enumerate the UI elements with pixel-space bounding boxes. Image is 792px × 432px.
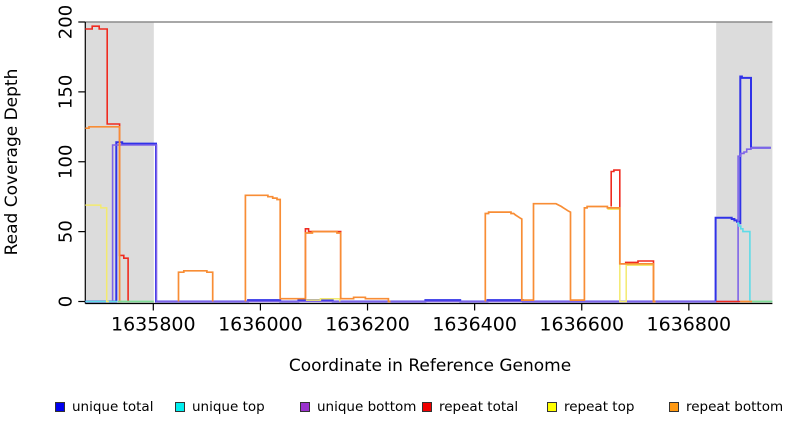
legend-swatch-repeat-top — [547, 402, 557, 412]
plot-dynamic-layer: 0 50 100 150 200 1635800 1636000 1636200 1636400… — [56, 5, 773, 336]
legend-swatch-repeat-total — [422, 402, 432, 412]
y-tick-label: 200 — [56, 5, 77, 39]
legend-item-repeat-top: repeat top — [547, 398, 634, 416]
series-line-repeat-total — [610, 169, 656, 303]
legend-swatch-repeat-bottom — [669, 402, 679, 412]
series-line-repeat-top — [305, 297, 341, 302]
legend-swatch-unique-bottom — [300, 402, 310, 412]
legend-item-repeat-total: repeat total — [422, 398, 518, 416]
y-tick-label: 100 — [56, 145, 77, 179]
series-line-unique-bottom — [111, 144, 771, 303]
legend-swatch-unique-top — [175, 402, 185, 412]
series-line-repeat-top — [607, 208, 655, 303]
y-tick-label: 0 — [56, 296, 77, 307]
legend-label: unique bottom — [317, 399, 417, 415]
legend-label: repeat total — [439, 399, 519, 415]
legend-label: repeat bottom — [686, 399, 784, 415]
x-tick-label: 1636200 — [325, 314, 410, 336]
highlight-band — [716, 22, 773, 304]
legend-item-unique-total: unique total — [55, 398, 153, 416]
series-line-unique-top — [737, 222, 752, 303]
series-line-unique-total — [85, 75, 771, 303]
x-tick-label: 1636600 — [539, 314, 624, 336]
x-tick-label: 1636000 — [218, 314, 303, 336]
legend-label: unique total — [72, 399, 154, 415]
legend-item-repeat-bottom: repeat bottom — [669, 398, 783, 416]
series-line-repeat-bottom — [177, 269, 214, 302]
legend-item-unique-top: unique top — [175, 398, 265, 416]
series-line-repeat-total — [85, 25, 130, 303]
x-tick-label: 1636800 — [647, 314, 732, 336]
legend-item-unique-bottom: unique bottom — [300, 398, 416, 416]
y-tick-label: 150 — [56, 75, 77, 109]
series-line-repeat-top — [85, 204, 109, 303]
legend-swatch-unique-total — [55, 402, 65, 412]
x-axis-title: Coordinate in Reference Genome — [289, 356, 571, 376]
y-axis-title: Read Coverage Depth — [2, 69, 22, 256]
legend-label: repeat top — [564, 399, 635, 415]
x-tick-label: 1635800 — [111, 314, 196, 336]
coverage-plot: 0 50 100 150 200 1635800 1636000 1636200 1636400… — [2, 5, 773, 376]
series-line-repeat-bottom — [244, 194, 391, 303]
legend-label: unique top — [192, 399, 265, 415]
series-line-repeat-bottom — [484, 202, 656, 303]
legend: unique total unique top unique bottom repea… — [0, 398, 792, 422]
x-tick-label: 1636400 — [432, 314, 517, 336]
series-line-repeat-total — [304, 228, 343, 300]
y-tick-label: 50 — [56, 220, 77, 243]
